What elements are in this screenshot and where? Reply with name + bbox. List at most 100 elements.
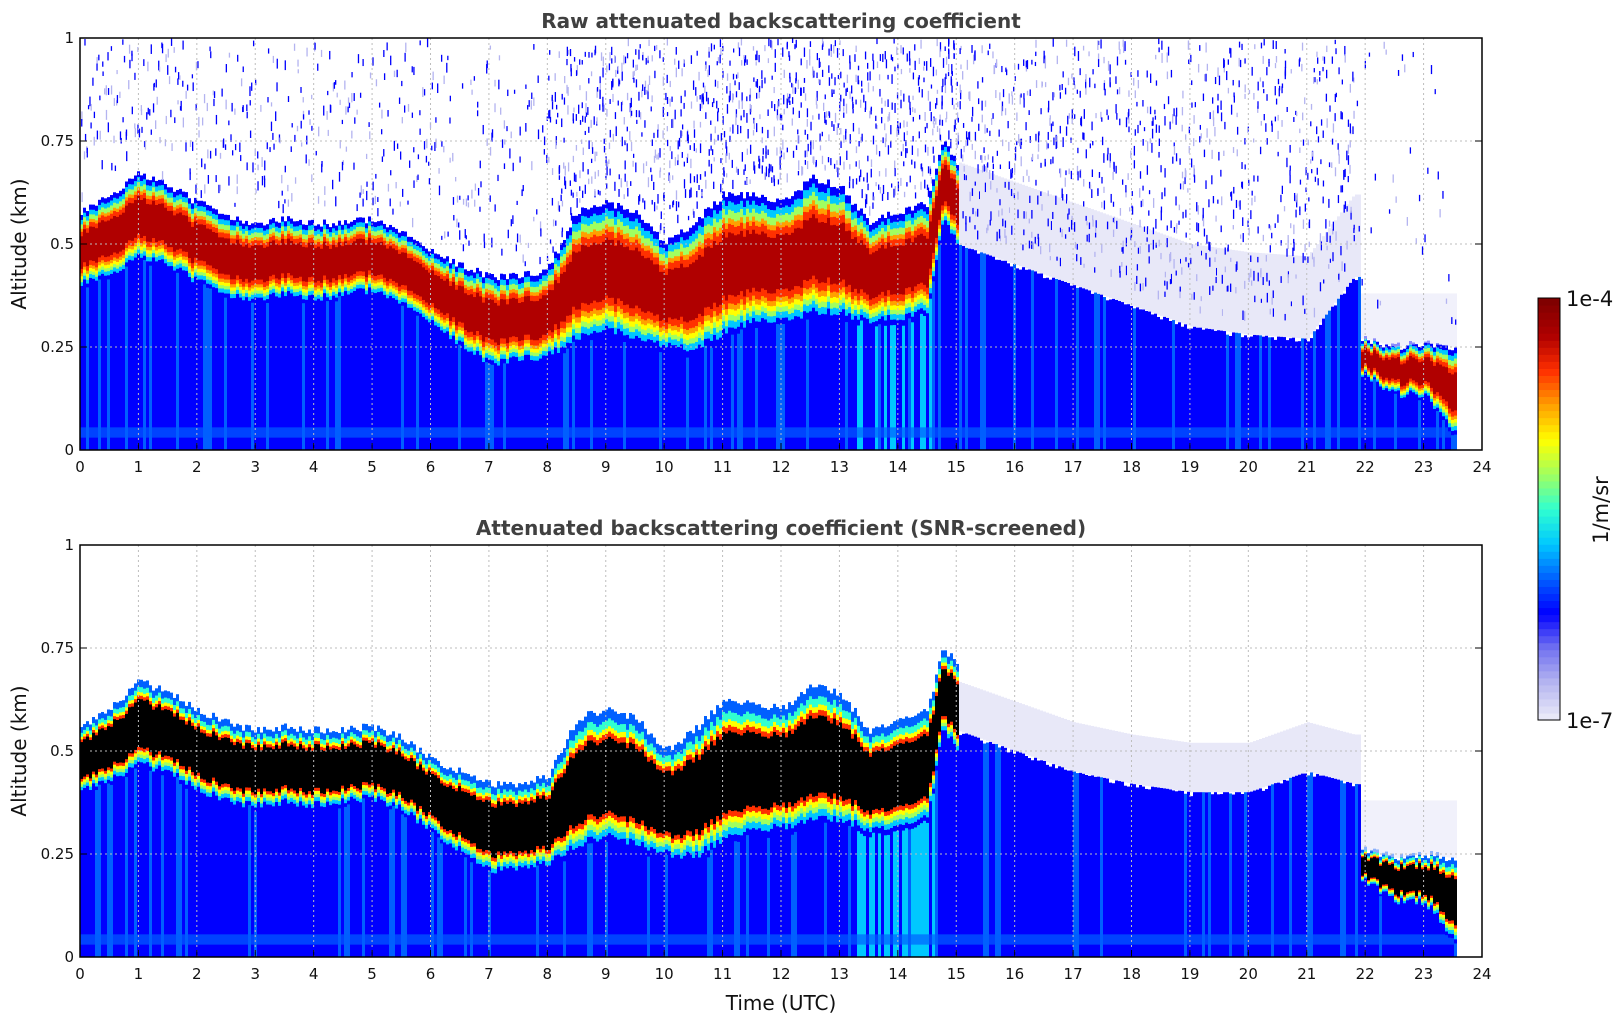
- top-heatmap-column: [1355, 100, 1359, 450]
- bottom-heatmap-column: [1058, 716, 1061, 957]
- top-x-ticks: 0 1 2 3 4 5 6 7 8 9 10 11 12 13 14 15 16 17 18 19 20 21 22 23 24: [75, 443, 1492, 476]
- bottom-heatmap-column: [1076, 722, 1079, 957]
- bottom-heatmap-column: [680, 743, 683, 957]
- top-heatmap-column: [143, 59, 147, 450]
- top-heatmap-column: [1073, 46, 1077, 450]
- colorbar-swatch: [1538, 501, 1560, 510]
- bottom-heatmap-column: [1451, 800, 1454, 957]
- bottom-heatmap-column: [860, 721, 863, 957]
- top-heatmap-column: [929, 58, 933, 450]
- bottom-heatmap-column: [377, 725, 380, 957]
- bottom-heatmap-column: [326, 728, 329, 957]
- bottom-heatmap-column: [1304, 723, 1307, 957]
- bottom-heatmap-column: [473, 775, 476, 957]
- top-heatmap-column: [638, 44, 642, 450]
- top-heatmap-column: [743, 54, 747, 450]
- top-heatmap-column: [299, 87, 303, 450]
- top-heatmap-column: [1373, 173, 1377, 450]
- bottom-heatmap-column: [1358, 734, 1361, 957]
- colorbar-swatch: [1538, 319, 1560, 327]
- colorbar-swatch: [1538, 494, 1560, 503]
- top-heatmap-column: [263, 160, 266, 450]
- bottom-heatmap-column: [806, 688, 809, 957]
- bottom-heatmap-column: [767, 709, 770, 957]
- bottom-heatmap-column: [497, 781, 500, 957]
- top-heatmap-column: [386, 42, 390, 450]
- bottom-heatmap-column: [476, 780, 479, 957]
- bottom-heatmap-column: [803, 694, 806, 957]
- bottom-heatmap-column: [1325, 726, 1328, 957]
- bottom-heatmap-column: [932, 691, 935, 957]
- top-heatmap-column: [440, 54, 443, 450]
- bottom-heatmap-column: [308, 729, 311, 957]
- top-heatmap-column: [374, 79, 378, 450]
- top-heatmap-column: [239, 78, 243, 450]
- top-heatmap-column: [1292, 117, 1296, 450]
- bottom-heatmap-column: [1385, 800, 1388, 957]
- bottom-heatmap-column: [407, 744, 410, 957]
- bottom-heatmap-column: [1370, 800, 1373, 957]
- top-heatmap-column: [1043, 50, 1047, 450]
- top-heatmap-column: [698, 71, 702, 450]
- bottom-heatmap-column: [1412, 800, 1415, 957]
- colorbar-swatch: [1538, 466, 1560, 475]
- bottom-heatmap-column: [1202, 742, 1205, 957]
- bottom-heatmap-column: [1406, 800, 1409, 957]
- bottom-heatmap-column: [347, 729, 350, 957]
- bottom-heatmap-column: [1151, 737, 1154, 957]
- top-heatmap-column: [182, 40, 185, 450]
- top-heatmap-column: [1304, 97, 1307, 450]
- bottom-heatmap-column: [338, 733, 341, 957]
- colorbar-swatch: [1538, 551, 1560, 559]
- bottom-heatmap-column: [1187, 742, 1190, 957]
- top-heatmap-column: [134, 72, 137, 450]
- top-heatmap-column: [1289, 69, 1293, 450]
- bottom-heatmap-column: [866, 727, 869, 957]
- bottom-heatmap-column: [1448, 800, 1451, 957]
- bottom-heatmap-column: [374, 730, 377, 957]
- top-heatmap-column: [1337, 67, 1340, 450]
- top-x-tick-label: 12: [771, 458, 790, 476]
- top-heatmap-column: [140, 105, 143, 450]
- bottom-heatmap-column: [194, 710, 197, 957]
- bottom-heatmap-column: [512, 784, 515, 957]
- top-heatmap-column: [611, 46, 615, 450]
- colorbar-swatch: [1538, 565, 1560, 573]
- bottom-heatmap-column: [215, 716, 218, 957]
- bottom-heatmap-column: [281, 724, 284, 957]
- top-heatmap-column: [1415, 238, 1418, 450]
- bottom-x-tick-label: 15: [947, 965, 966, 983]
- top-heatmap-column: [653, 45, 657, 450]
- bottom-heatmap-column: [707, 719, 710, 957]
- bottom-heatmap-column: [1322, 726, 1325, 957]
- top-heatmap-column: [659, 50, 662, 450]
- top-heatmap-column: [365, 153, 368, 450]
- bottom-heatmap-column: [653, 737, 656, 957]
- top-heatmap-column: [821, 38, 825, 450]
- colorbar-swatch: [1538, 516, 1560, 524]
- bottom-heatmap-column: [314, 726, 317, 957]
- bottom-heatmap-column: [275, 727, 278, 957]
- bottom-heatmap-column: [905, 716, 908, 957]
- top-heatmap-column: [305, 47, 308, 450]
- top-heatmap-column: [842, 49, 845, 450]
- bottom-heatmap-column: [1352, 734, 1355, 957]
- bottom-heatmap-column: [695, 725, 698, 957]
- bottom-heatmap-column: [1361, 800, 1364, 957]
- bottom-panel: Attenuated backscattering coefficient (S…: [7, 516, 1492, 1015]
- top-heatmap-column: [455, 176, 459, 450]
- bottom-heatmap-column: [581, 720, 584, 957]
- colorbar-swatch: [1538, 445, 1560, 454]
- top-heatmap-column: [1376, 293, 1379, 450]
- bottom-heatmap-column: [1085, 724, 1088, 957]
- top-heatmap-column: [269, 102, 273, 450]
- top-heatmap-column: [1175, 107, 1178, 450]
- bottom-heatmap-column: [386, 735, 389, 957]
- bottom-heatmap-column: [572, 730, 575, 957]
- bottom-heatmap-column: [1010, 699, 1013, 957]
- top-heatmap-column: [1343, 45, 1347, 450]
- top-heatmap-column: [287, 96, 290, 450]
- colorbar-swatch: [1538, 509, 1560, 517]
- bottom-heatmap-column: [167, 691, 170, 957]
- top-heatmap-column: [1124, 41, 1128, 450]
